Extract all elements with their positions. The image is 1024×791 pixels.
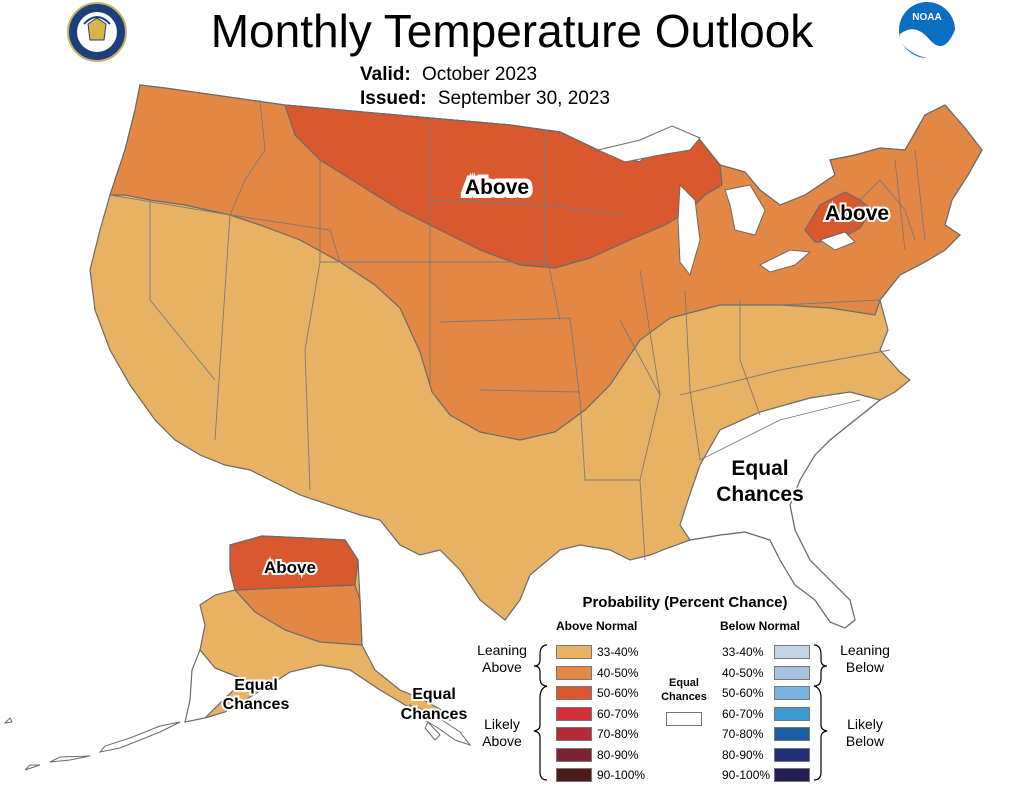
legend-above-label: 60-70% (597, 706, 639, 721)
legend-above-swatch (556, 768, 592, 782)
valid-label: Valid: (360, 64, 411, 85)
legend-leaning-below: Leaning Below (830, 642, 900, 676)
legend-below-label: 50-60% (722, 686, 764, 700)
label-equal-se-line2: Chances (716, 483, 804, 506)
label-above-ne: Above (825, 202, 889, 225)
alaska-above-40-50 (233, 584, 363, 646)
legend-below-label: 40-50% (722, 665, 764, 680)
legend-likely-below-line1: Likely (847, 716, 883, 732)
legend-below-label: 90-100% (722, 768, 771, 782)
alaska-panhandle-islands (408, 703, 472, 746)
valid-line: Valid: October 2023 (360, 64, 537, 86)
legend-below-swatch (774, 686, 810, 700)
legend-above-label: 50-60% (597, 686, 639, 700)
legend-equal-chances: Equal Chances (652, 676, 716, 704)
alaska-equal-chances (184, 648, 247, 723)
legend-leaning-above: Leaning Above (470, 642, 534, 676)
label-ak-se-equal-line2: Chances (401, 706, 468, 723)
legend-above-label: 80-90% (597, 747, 639, 762)
issued-value: September 30, 2023 (437, 88, 610, 109)
legend-above-swatch (556, 686, 592, 700)
valid-value: October 2023 (421, 64, 538, 85)
label-ak-se-equal-line1: Equal (412, 686, 456, 703)
legend-above-swatch (556, 706, 592, 721)
legend-below-swatch (774, 727, 810, 741)
label-equal-se-line1: Equal (731, 457, 788, 480)
legend-above-header: Above Normal (556, 619, 638, 633)
legend-below-header: Below Normal (720, 619, 801, 633)
legend-above-swatch (556, 727, 592, 741)
legend-below-label: 33-40% (722, 645, 764, 659)
noaa-logo-icon: NOAA (899, 2, 955, 59)
legend-braces (533, 644, 828, 781)
commerce-seal-icon (67, 2, 127, 62)
noaa-logo-text: NOAA (912, 12, 941, 23)
label-above-north: Above (465, 176, 529, 199)
conus-above-50-60-north (284, 104, 723, 269)
legend-below-swatch (774, 747, 810, 762)
alaska-above-50-60 (229, 535, 359, 591)
legend-leaning-above-line1: Leaning (477, 642, 527, 658)
legend-below-swatch (774, 645, 810, 659)
map-title: Monthly Temperature Outlook (210, 5, 814, 57)
legend-above-label: 90-100% (597, 768, 646, 782)
legend-above-label: 40-50% (597, 665, 639, 680)
legend-title: Probability (Percent Chance) (582, 594, 788, 611)
label-ak-equal-line2: Chances (223, 696, 290, 713)
issued-label: Issued: (360, 88, 427, 109)
label-ak-above: Above (264, 558, 316, 577)
legend-likely-below-line2: Below (845, 733, 885, 749)
label-ak-equal-line1: Equal (234, 677, 278, 694)
aleutian-islands (3, 717, 181, 771)
legend-likely-above-line1: Likely (484, 716, 520, 732)
legend-equal-line2: Chances (661, 691, 707, 703)
legend-leaning-below-line2: Below (845, 659, 885, 675)
legend-equal-line1: Equal (669, 677, 699, 689)
legend-equal-swatch (666, 712, 702, 726)
great-lakes (596, 125, 856, 277)
issued-line: Issued: September 30, 2023 (360, 88, 610, 110)
legend-likely-below: Likely Below (830, 716, 900, 750)
legend-below-label: 60-70% (722, 706, 764, 721)
conus-equal-chances-se (679, 391, 882, 629)
legend-below-swatch (774, 665, 810, 680)
legend-below-swatch (774, 768, 810, 782)
legend-above-swatch (556, 665, 592, 680)
legend-likely-above: Likely Above (470, 716, 534, 750)
legend-leaning-below-line1: Leaning (840, 642, 890, 658)
legend-above-label: 33-40% (597, 645, 639, 659)
legend-leaning-above-line2: Above (482, 659, 522, 675)
legend-below-label: 80-90% (722, 747, 764, 762)
legend-above-swatch (556, 645, 592, 659)
legend-above-label: 70-80% (597, 727, 639, 741)
legend-below-swatch (774, 706, 810, 721)
legend-above-swatch (556, 747, 592, 762)
legend-likely-above-line2: Above (482, 733, 522, 749)
state-borders (109, 99, 926, 561)
legend-below-label: 70-80% (722, 727, 764, 741)
